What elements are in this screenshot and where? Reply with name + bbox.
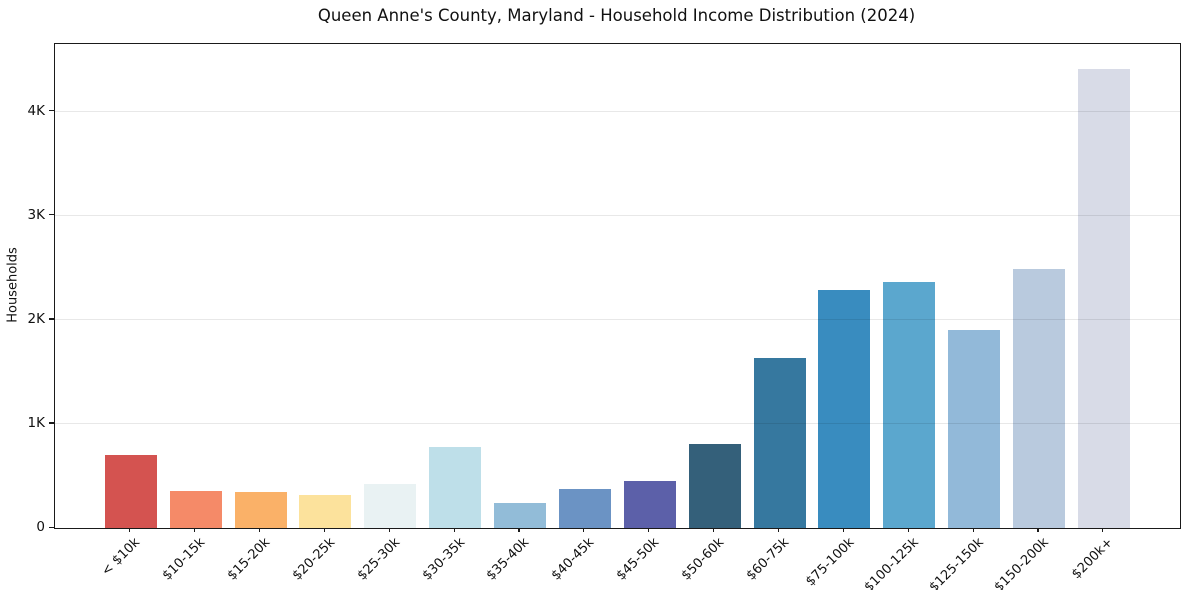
- x-tick: [777, 528, 780, 532]
- x-tick-label: $25-30k: [354, 535, 403, 584]
- y-tick-label: 2K: [27, 310, 45, 327]
- x-tick: [323, 528, 325, 532]
- x-tick: [258, 528, 261, 532]
- gridline-2k: [55, 318, 1180, 320]
- x-tick-label: $75-100k: [802, 535, 857, 590]
- x-tick-label: $50-60k: [678, 535, 728, 584]
- bar-10k: [104, 455, 157, 528]
- x-tick: [907, 528, 909, 532]
- x-tick-label: < $10k: [99, 535, 144, 580]
- bar-60-75k: [753, 358, 806, 528]
- y-tick-label: 4K: [27, 102, 45, 119]
- x-tick: [583, 528, 585, 532]
- bar-150-200k: [1012, 269, 1065, 528]
- x-tick-label: $125-150k: [926, 535, 987, 590]
- y-tick-label: 1K: [27, 414, 45, 431]
- x-tick: [1037, 528, 1039, 532]
- x-tick-label: $60-75k: [743, 535, 793, 584]
- x-tick-label: $45-50k: [613, 535, 663, 584]
- x-tick-label: $15-20k: [224, 535, 274, 584]
- x-tick: [129, 528, 131, 532]
- x-tick-label: $35-40k: [484, 535, 533, 584]
- x-tick-label: $40-45k: [549, 535, 598, 584]
- bar-100-125k: [883, 282, 936, 528]
- gridline-3k: [55, 214, 1180, 216]
- x-tick-label: $10-15k: [159, 535, 209, 584]
- y-tick: [49, 422, 54, 424]
- bar-30-35k: [429, 447, 482, 528]
- x-tick: [842, 528, 844, 532]
- bar-125-150k: [948, 330, 1001, 528]
- x-tick-label: $100-125k: [861, 535, 922, 590]
- bar-10-15k: [169, 491, 222, 528]
- bars-container: [55, 44, 1180, 528]
- y-tick-label: 0: [36, 519, 45, 535]
- gridline-4k: [55, 110, 1180, 112]
- bar-75-100k: [818, 290, 871, 528]
- x-tick: [972, 528, 974, 532]
- plot-area: [54, 43, 1181, 529]
- y-tick: [49, 526, 54, 528]
- bar-45-50k: [623, 480, 676, 528]
- y-tick-label: 3K: [27, 206, 45, 223]
- bar-15-20k: [234, 491, 287, 528]
- bar-40-45k: [558, 488, 611, 528]
- x-tick: [713, 528, 715, 532]
- x-tick: [518, 528, 520, 532]
- x-tick: [1102, 528, 1104, 532]
- x-tick: [194, 528, 196, 532]
- bar-200k: [1077, 68, 1130, 528]
- x-tick-label: $30-35k: [419, 535, 468, 584]
- bar-35-40k: [494, 503, 547, 528]
- x-tick-label: $150-200k: [991, 535, 1052, 590]
- x-tick: [648, 528, 650, 532]
- gridline-1k: [55, 422, 1180, 424]
- x-tick-label: $200k+: [1069, 535, 1117, 583]
- y-tick: [49, 214, 54, 216]
- bar-20-25k: [299, 494, 352, 528]
- x-tick-label: $20-25k: [289, 535, 339, 584]
- y-tick: [49, 110, 54, 112]
- y-tick: [49, 318, 54, 320]
- chart-title: Queen Anne's County, Maryland - Househol…: [317, 6, 916, 25]
- x-tick: [388, 528, 390, 532]
- bar-50-60k: [688, 443, 741, 528]
- x-tick: [453, 528, 455, 532]
- bar-25-30k: [364, 484, 417, 528]
